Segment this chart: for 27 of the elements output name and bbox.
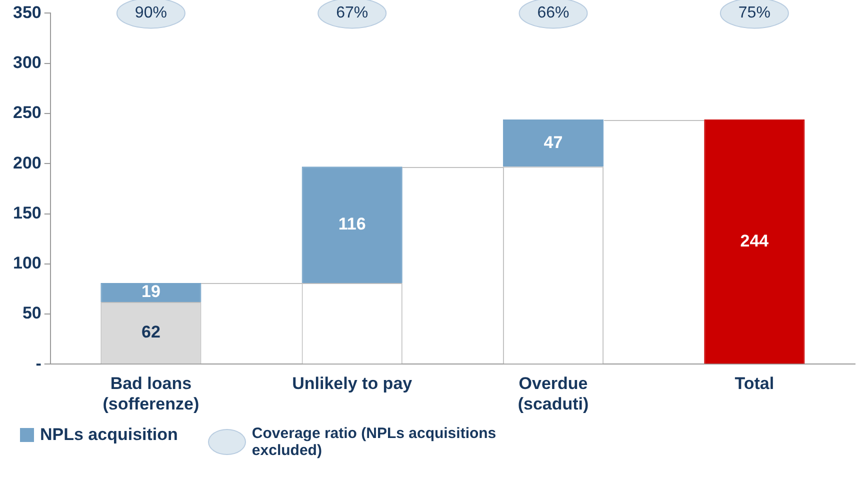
bar xyxy=(704,120,805,364)
bar xyxy=(502,120,604,167)
bar xyxy=(302,166,402,283)
x-tick-label: Overdue (scaduti) xyxy=(518,374,589,414)
data-label: 116 xyxy=(338,214,366,234)
annotation: 66% xyxy=(537,4,570,22)
text: Coverage ratio (NPLs acquisitions excluded) xyxy=(252,425,498,459)
data-label: 62 xyxy=(141,322,160,342)
data-label: 47 xyxy=(544,132,563,152)
bar xyxy=(100,282,202,302)
y-tick-label: 200 xyxy=(12,153,42,172)
x-tick-label: Bad loans (sofferenze) xyxy=(102,374,200,414)
annotation: 90% xyxy=(134,4,167,22)
y-tick-label: 50 xyxy=(22,304,42,323)
y-tick-label: 100 xyxy=(12,254,42,273)
y-tick-label: 350 xyxy=(12,2,42,22)
data-label: 19 xyxy=(141,282,160,302)
x-tick-label: Unlikely to pay xyxy=(292,374,413,394)
annotation: 67% xyxy=(336,4,368,22)
y-tick-label: - xyxy=(36,354,42,373)
y-tick-label: 150 xyxy=(12,203,42,222)
x-tick-label: Total xyxy=(734,374,774,394)
annotation: 75% xyxy=(738,4,770,22)
data-label: 244 xyxy=(740,231,770,250)
legend-label: NPLs acquisition xyxy=(40,425,178,445)
y-tick-label: 250 xyxy=(12,103,42,122)
y-tick-label: 300 xyxy=(12,53,42,72)
